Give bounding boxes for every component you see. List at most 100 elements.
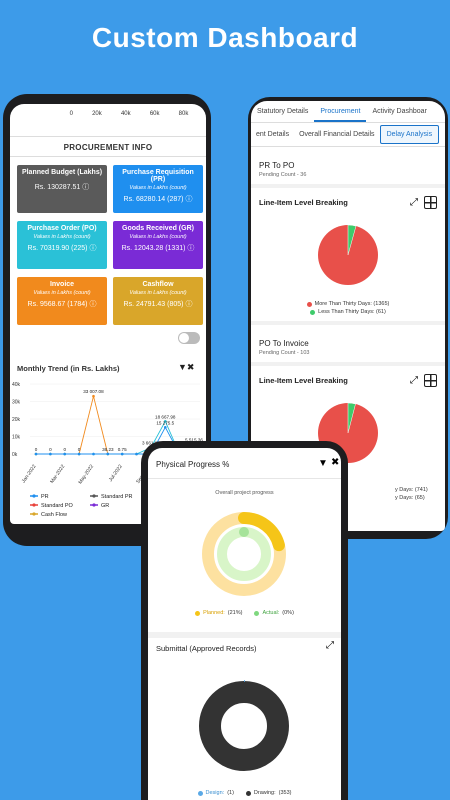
legend-value: (1) [227, 790, 234, 796]
tile-purchase-requisition[interactable]: Purchase Requisition (PR) Values in Lakh… [113, 165, 203, 213]
tile-title: Cashflow [142, 281, 174, 288]
legend-design: Design: (1) [197, 790, 234, 796]
right-phone: Statutory Details Procurement Activity D… [248, 97, 448, 539]
legend-dot [306, 301, 312, 307]
tile-title: Planned Budget (Lakhs) [21, 169, 103, 176]
filter-icon[interactable]: ▼ [178, 362, 187, 372]
info-icon[interactable]: ⓘ [185, 196, 193, 203]
data-label: 15 275.5 [156, 420, 174, 425]
monthly-trend-title: Monthly Trend (in Rs. Lakhs) [17, 364, 120, 373]
y-tick-label: 0k [12, 452, 18, 458]
data-label-zero: 0 [49, 447, 52, 452]
axis-tick: 60k [149, 111, 160, 117]
tile-value: Rs. 24791.43 (805) [123, 301, 184, 308]
data-point [63, 452, 66, 456]
legend-label: Design: [205, 790, 225, 796]
legend-marker [92, 503, 96, 507]
tile-subtitle: Values in Lakhs (count) [129, 290, 187, 296]
tile-planned-budget[interactable]: Planned Budget (Lakhs) Rs. 130287.51 ⓘ [17, 165, 107, 213]
x-tick-label: Mar-2022 [49, 464, 66, 485]
legend-label: Standard PR [101, 494, 133, 500]
front-phone-screen: Physical Progress % ▼ ✖ Overall project … [148, 448, 341, 800]
data-point [34, 452, 38, 456]
info-icon[interactable]: ⓘ [82, 184, 90, 191]
legend-value: (21%) [227, 610, 243, 616]
info-icon[interactable]: ⓘ [187, 245, 195, 252]
legend-dot [245, 790, 251, 796]
data-point [77, 452, 81, 456]
y-tick-label: 40k [12, 382, 21, 388]
info-icon[interactable]: ⓘ [185, 301, 193, 308]
x-tick-label: Jul-2022 [108, 464, 124, 483]
data-point [106, 452, 110, 456]
close-icon[interactable]: ✖ [331, 457, 340, 468]
tab-procurement[interactable]: Procurement [314, 108, 367, 122]
filter-icon[interactable]: ▼ [318, 458, 328, 469]
toggle-switch[interactable] [178, 332, 200, 344]
procurement-tiles: Planned Budget (Lakhs) Rs. 130287.51 ⓘ P… [10, 157, 206, 333]
physical-progress-title: Physical Progress % [156, 460, 230, 469]
data-label: 36.23 [102, 447, 114, 452]
line-item-title-2: Line-Item Level Breaking [259, 376, 348, 385]
axis-tick: 0 [69, 111, 73, 117]
data-point [164, 426, 167, 429]
close-icon[interactable]: ✖ [186, 362, 195, 372]
series-line-pr [36, 426, 194, 455]
main-tabs: Statutory Details Procurement Activity D… [251, 101, 445, 123]
x-tick-label: Jan-2022 [21, 464, 38, 485]
tile-title: Goods Received (GR) [122, 225, 194, 232]
data-point [92, 452, 95, 456]
tile-invoice[interactable]: Invoice Values in Lakhs (count) Rs. 9568… [17, 277, 107, 325]
pie-slice-green [347, 402, 356, 434]
axis-tick: 40k [120, 111, 131, 117]
info-icon[interactable]: ⓘ [89, 301, 97, 308]
legend-drawing: Drawing: (353) [245, 790, 291, 796]
subtab-payment-details[interactable]: ent Details [256, 131, 290, 138]
tile-purchase-order[interactable]: Purchase Order (PO) Values in Lakhs (cou… [17, 221, 107, 269]
data-point [92, 394, 95, 398]
expand-icon[interactable]: ⤢ [410, 197, 418, 208]
legend-label: Less Than Thirty Days: (61) [318, 309, 386, 315]
donut-drawing [199, 681, 289, 771]
tile-value: Rs. 130287.51 [34, 184, 81, 191]
tile-goods-received[interactable]: Goods Received (GR) Values in Lakhs (cou… [113, 221, 203, 269]
legend-planned: Planned: (21%) [195, 610, 242, 616]
data-label-zero: 0 [35, 447, 38, 452]
legend-label: Standard PO [41, 503, 74, 509]
legend-dot [254, 610, 260, 616]
expand-icon[interactable]: ⤢ [410, 375, 418, 386]
tile-subtitle: Values in Lakhs (count) [129, 185, 187, 191]
submittal-title: Submittal (Approved Records) [156, 644, 257, 653]
data-label-zero: 0 [78, 447, 81, 452]
grid-icon[interactable] [424, 196, 437, 209]
tab-statutory-details[interactable]: Statutory Details [257, 108, 309, 115]
subtab-overall-financial[interactable]: Overall Financial Details [299, 131, 375, 138]
headline: Custom Dashboard [91, 22, 359, 53]
expand-icon[interactable]: ⤢ [326, 640, 334, 651]
y-tick-label: 30k [12, 400, 21, 406]
legend-label: Actual: [262, 610, 280, 616]
trend-actions: ▼✖ [178, 362, 194, 373]
subtab-delay-analysis[interactable]: Delay Analysis [379, 125, 440, 144]
line-item-title-1: Line-Item Level Breaking [259, 198, 348, 207]
data-point [135, 452, 138, 456]
info-icon[interactable]: ⓘ [89, 245, 97, 252]
y-tick-label: 20k [12, 417, 21, 423]
legend-marker [32, 503, 36, 507]
actual-marker [239, 527, 249, 537]
pie-slice-less-than-thirty [347, 224, 357, 256]
legend-marker [92, 494, 96, 498]
legend-dot [310, 309, 316, 315]
tile-cashflow[interactable]: Cashflow Values in Lakhs (count) Rs. 247… [113, 277, 203, 325]
legend-label: Cash Flow [41, 512, 67, 518]
data-label-zero: 0 [63, 447, 66, 452]
actual-track [217, 527, 271, 581]
data-label: 18 667.98 [155, 414, 176, 419]
grid-icon[interactable] [424, 374, 437, 387]
po-to-invoice-pending: Pending Count - 103 [259, 350, 310, 356]
tile-value: Rs. 9568.67 (1784) [27, 301, 88, 308]
legend-item: y Days: (65) [395, 495, 428, 501]
legend-item: Less Than Thirty Days: (61) [310, 309, 386, 315]
tab-activity-dashboard[interactable]: Activity Dashboar [372, 108, 427, 115]
planned-arc [202, 512, 286, 596]
